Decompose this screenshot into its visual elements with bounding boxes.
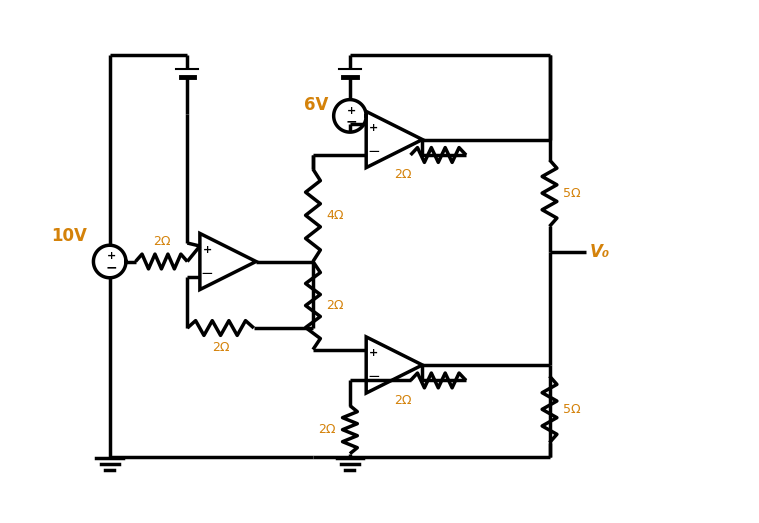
Text: +: + xyxy=(347,106,356,116)
Text: 2Ω: 2Ω xyxy=(395,168,412,181)
Text: 2Ω: 2Ω xyxy=(212,342,229,355)
Text: −: − xyxy=(345,115,357,129)
Text: +: + xyxy=(203,245,212,255)
Text: 2Ω: 2Ω xyxy=(318,423,335,436)
Text: 2Ω: 2Ω xyxy=(326,299,344,312)
Text: −: − xyxy=(201,266,213,281)
Text: 5Ω: 5Ω xyxy=(563,187,581,200)
Text: 5Ω: 5Ω xyxy=(563,403,581,416)
Text: +: + xyxy=(369,123,378,133)
Text: 6V: 6V xyxy=(304,96,329,114)
Text: 2Ω: 2Ω xyxy=(153,235,170,248)
Text: −: − xyxy=(106,260,117,275)
Text: −: − xyxy=(367,369,380,384)
Text: 10V: 10V xyxy=(51,226,87,245)
Text: 2Ω: 2Ω xyxy=(395,394,412,407)
Text: V₀: V₀ xyxy=(591,243,610,262)
Text: 4Ω: 4Ω xyxy=(326,209,344,222)
Text: −: − xyxy=(367,144,380,159)
Text: +: + xyxy=(106,252,116,262)
Text: +: + xyxy=(369,348,378,358)
